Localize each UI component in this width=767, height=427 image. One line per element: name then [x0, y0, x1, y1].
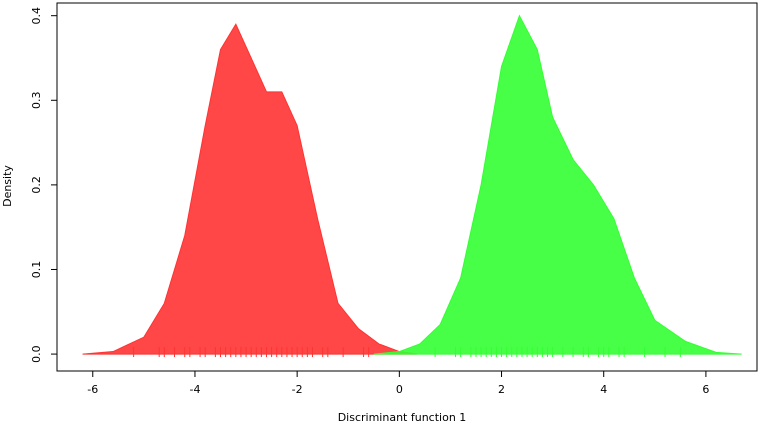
x-tick-label: 4: [600, 383, 607, 396]
y-tick-label: 0.3: [30, 92, 43, 110]
x-axis-label: Discriminant function 1: [338, 411, 467, 423]
x-tick-label: 0: [396, 383, 403, 396]
x-tick-label: -2: [292, 383, 303, 396]
y-tick-label: 0.4: [30, 7, 43, 25]
x-tick-label: -4: [189, 383, 200, 396]
y-tick-label: 0.2: [30, 176, 43, 194]
y-tick-label: 0.1: [30, 261, 43, 279]
x-tick-label: -6: [87, 383, 98, 396]
x-tick-label: 6: [702, 383, 709, 396]
density-area: [373, 14, 742, 355]
density-area: [82, 23, 418, 355]
x-tick-label: 2: [498, 383, 505, 396]
y-tick-label: 0.0: [30, 345, 43, 363]
y-axis-label: Density: [1, 165, 14, 207]
plot-frame: [56, 2, 758, 372]
